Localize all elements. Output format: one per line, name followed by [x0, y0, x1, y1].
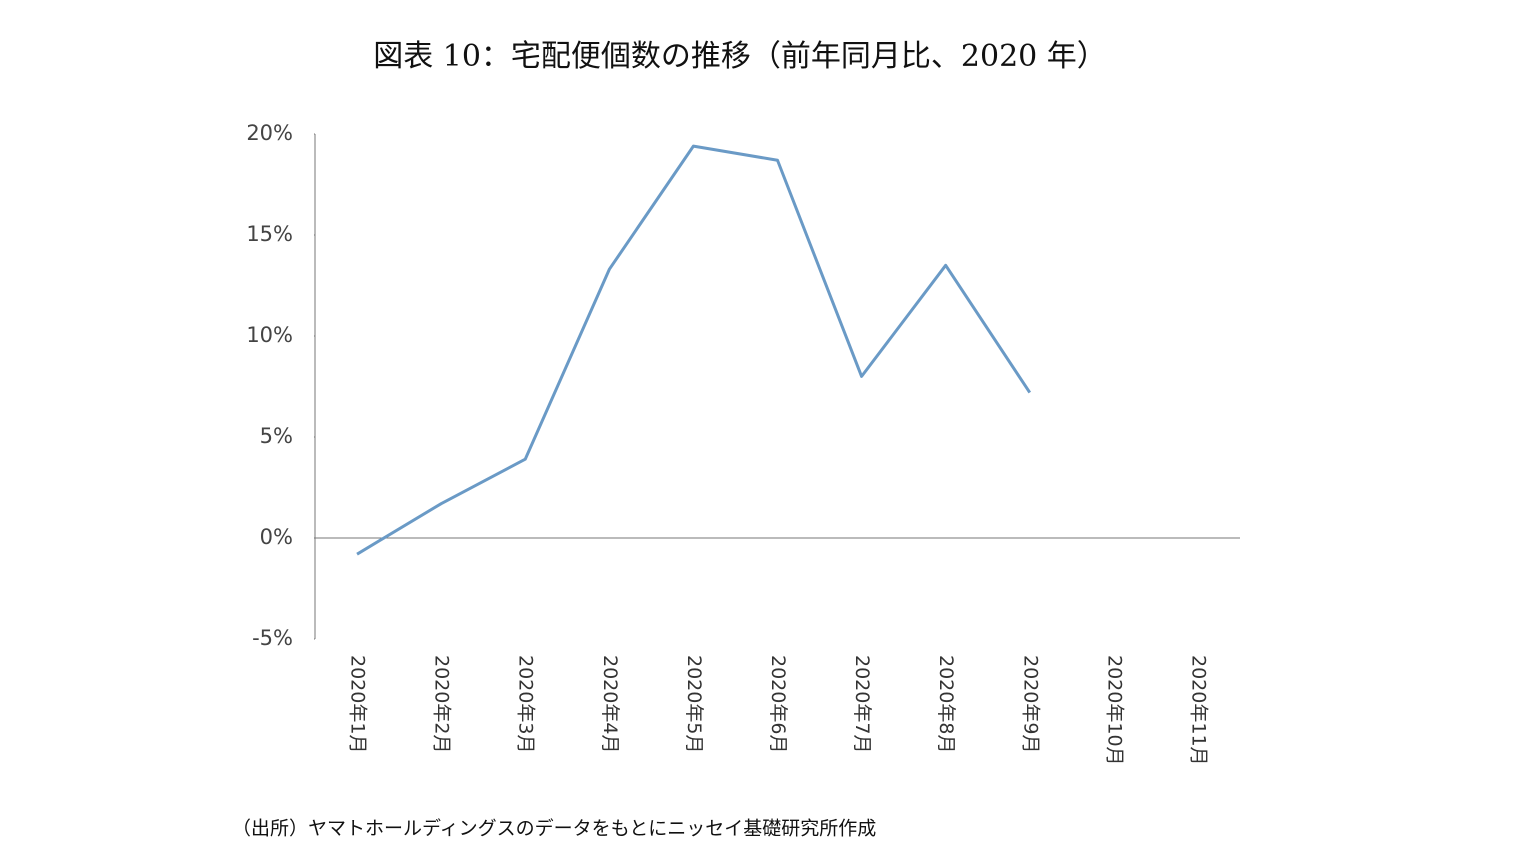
x-tick-label: 2020年2月 — [431, 655, 453, 753]
x-tick-label: 2020年3月 — [515, 655, 537, 753]
x-tick-label: 2020年7月 — [851, 655, 873, 753]
source-note: （出所）ヤマトホールディングスのデータをもとにニッセイ基礎研究所作成 — [232, 818, 876, 840]
x-tick-label: 2020年1月 — [347, 655, 369, 753]
x-tick-label: 2020年8月 — [935, 655, 957, 753]
y-tick-label: 0% — [260, 525, 293, 549]
x-tick-label: 2020年4月 — [599, 655, 621, 753]
x-tick-label: 2020年6月 — [767, 655, 789, 753]
x-tick-label: 2020年5月 — [683, 655, 705, 753]
y-tick-label: 5% — [260, 424, 293, 448]
y-tick-label: 15% — [246, 222, 293, 246]
x-tick-label: 2020年11月 — [1187, 655, 1209, 766]
series-line — [356, 144, 1032, 556]
y-tick-label: 20% — [246, 121, 293, 145]
x-tick-label: 2020年9月 — [1019, 655, 1041, 753]
chart-title: 図表 10：宅配便個数の推移（前年同月比、2020 年） — [373, 39, 1107, 74]
y-tick-label: 10% — [246, 323, 293, 347]
y-tick-label: -5% — [252, 626, 293, 650]
x-tick-label: 2020年10月 — [1103, 655, 1125, 766]
